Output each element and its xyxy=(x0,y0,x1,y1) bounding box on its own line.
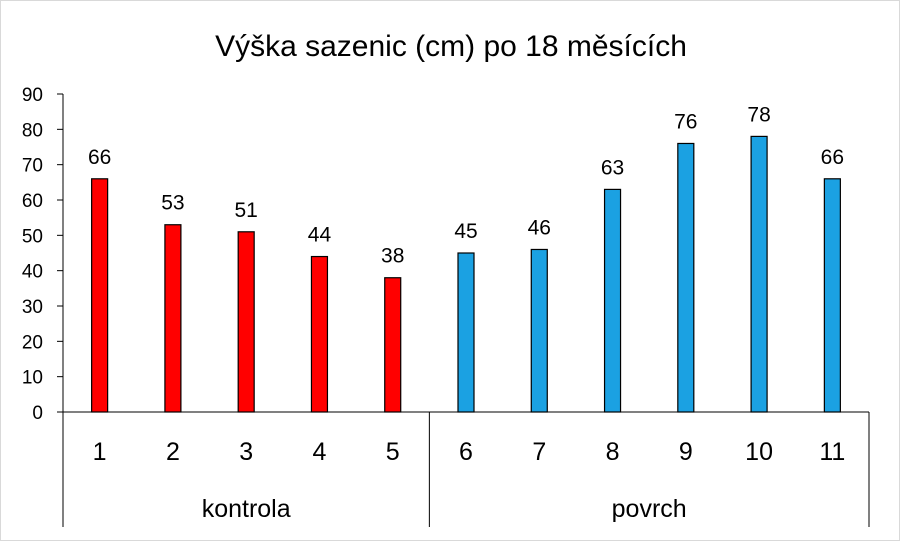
y-tick-label: 90 xyxy=(22,85,43,106)
x-category-label-7: 7 xyxy=(532,438,546,466)
data-label-6: 45 xyxy=(454,220,477,243)
bar-10 xyxy=(750,135,768,413)
bar-2 xyxy=(164,224,182,413)
x-category-label-10: 10 xyxy=(745,438,773,466)
data-label-8: 63 xyxy=(601,156,624,179)
y-axis: 0 10 20 30 40 50 60 70 80 90 xyxy=(22,85,64,424)
data-label-2: 53 xyxy=(161,192,184,215)
x-category-label-1: 1 xyxy=(93,438,107,466)
data-label-10: 78 xyxy=(747,103,770,126)
x-category-label-3: 3 xyxy=(239,438,253,466)
y-tick-label: 0 xyxy=(32,403,43,424)
data-label-9: 76 xyxy=(674,110,697,133)
data-label-4: 44 xyxy=(308,224,332,247)
x-category-label-6: 6 xyxy=(459,438,473,466)
x-category-label-5: 5 xyxy=(386,438,400,466)
x-category-label-2: 2 xyxy=(166,438,180,466)
y-tick-label: 30 xyxy=(22,297,43,318)
y-tick-label: 40 xyxy=(22,262,43,283)
y-tick-label: 50 xyxy=(22,226,43,247)
x-category-label-11: 11 xyxy=(819,438,845,466)
data-label-7: 46 xyxy=(528,216,551,239)
data-label-5: 38 xyxy=(381,245,404,268)
y-tick-label: 10 xyxy=(22,368,43,389)
group-label-2: povrch xyxy=(612,495,687,523)
bar-1 xyxy=(91,178,109,413)
y-tick-label: 80 xyxy=(22,120,43,141)
y-tick-label: 70 xyxy=(22,156,43,177)
bar-3 xyxy=(237,231,255,413)
bars xyxy=(91,135,841,413)
data-labels: 66 53 51 44 38 45 46 63 76 78 66 xyxy=(88,103,844,267)
chart-title: Výška sazenic (cm) po 18 měsících xyxy=(215,30,687,63)
y-tick-label: 60 xyxy=(22,191,43,212)
x-category-label-9: 9 xyxy=(679,438,693,466)
bar-7 xyxy=(530,248,548,413)
x-category-label-4: 4 xyxy=(313,438,327,466)
data-label-3: 51 xyxy=(235,199,258,222)
bar-4 xyxy=(310,255,329,413)
data-label-1: 66 xyxy=(88,146,111,169)
bar-6 xyxy=(457,252,475,413)
bar-11 xyxy=(823,178,841,413)
x-category-label-8: 8 xyxy=(606,438,620,466)
bar-8 xyxy=(603,188,622,413)
data-label-11: 66 xyxy=(821,146,844,169)
y-tick-label: 20 xyxy=(22,332,43,353)
bar-5 xyxy=(384,277,402,413)
bar-9 xyxy=(677,142,695,413)
x-axis: 1 2 3 4 5 6 7 8 9 10 11 kontrola povrch xyxy=(62,411,870,527)
group-label-1: kontrola xyxy=(202,495,291,523)
